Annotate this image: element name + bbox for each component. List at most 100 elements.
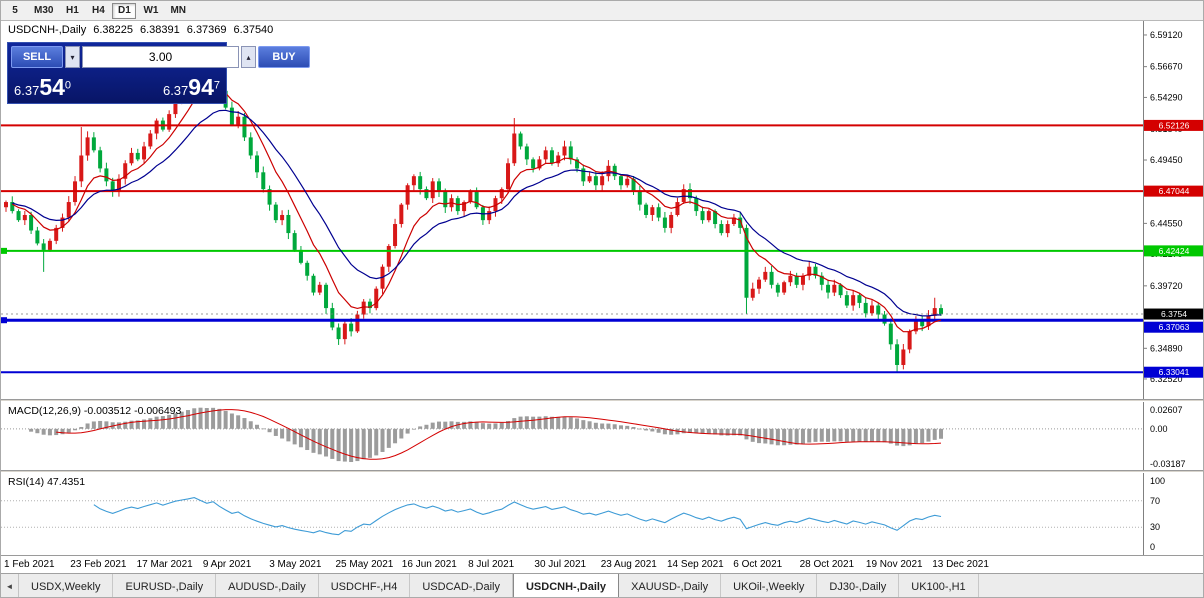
candle-body <box>700 211 705 221</box>
candle-body <box>543 150 548 160</box>
buy-price[interactable]: 6.37947 <box>163 76 220 100</box>
macd-histogram-bar <box>123 421 128 429</box>
chart-tab-usdx-weekly[interactable]: USDX,Weekly <box>19 574 114 597</box>
date-label: 1 Feb 2021 <box>4 559 55 570</box>
price-axis-label[interactable]: 6.56670 <box>1150 62 1183 72</box>
candle-body <box>54 227 59 241</box>
price-axis-label[interactable]: 6.32520 <box>1150 374 1183 384</box>
candle-body <box>612 165 617 177</box>
chart-tab-audusd-daily[interactable]: AUDUSD-,Daily <box>216 574 319 597</box>
macd-histogram-bar <box>813 428 818 442</box>
candlestick-chart[interactable]: 6.591206.566706.542906.518406.494506.470… <box>1 21 1204 399</box>
macd-histogram-bar <box>863 428 868 442</box>
candle-body <box>142 146 147 160</box>
ohlc-low: 6.37369 <box>186 24 227 36</box>
time-axis[interactable]: 1 Feb 2021 23 Feb 2021 17 Mar 2021 9 Apr 20… <box>1 555 1203 573</box>
price-axis-label[interactable]: 6.59120 <box>1150 30 1183 40</box>
macd-histogram-bar <box>612 424 617 429</box>
line-anchor-marker[interactable] <box>1 247 7 254</box>
candle-body <box>91 137 96 151</box>
price-axis-label[interactable]: 6.34890 <box>1150 343 1183 353</box>
timeframe-toolbar: 5 M30 H1 H4 D1 W1 MN <box>1 1 1203 21</box>
macd-signal-line <box>56 409 942 460</box>
buy-button[interactable]: BUY <box>258 46 310 68</box>
macd-histogram-bar <box>719 428 724 436</box>
lot-decrease-button[interactable]: ▾ <box>65 46 80 68</box>
timeframe-5[interactable]: 5 <box>12 5 18 16</box>
chart-tab-eurusd-daily[interactable]: EURUSD-,Daily <box>113 574 217 597</box>
macd-indicator-chart[interactable]: 0.02607 0.00 -0.03187 <box>1 402 1204 470</box>
candle-body <box>600 176 605 186</box>
candle-body <box>625 178 630 186</box>
candle-body <box>298 249 303 263</box>
sell-price[interactable]: 6.37540 <box>14 76 71 100</box>
timeframe-d1[interactable]: D1 <box>112 2 137 19</box>
price-tag-label: 6.47044 <box>1159 186 1190 196</box>
timeframe-h4[interactable]: H4 <box>92 5 105 16</box>
date-label: 30 Jul 2021 <box>534 559 587 570</box>
timeframe-mn[interactable]: MN <box>170 5 187 16</box>
candle-body <box>687 189 692 199</box>
candle-body <box>411 176 416 186</box>
candle-body <box>85 137 90 156</box>
macd-histogram-bar <box>857 428 862 442</box>
price-axis-label[interactable]: 6.39720 <box>1150 281 1183 291</box>
macd-histogram-bar <box>324 428 329 457</box>
price-tag <box>1144 185 1203 197</box>
timeframe-m30[interactable]: M30 <box>34 5 54 16</box>
candle-body <box>675 202 680 215</box>
rsi-indicator-chart[interactable]: 100 70 30 0 <box>1 473 1204 555</box>
candle-body <box>430 181 435 199</box>
candle-body <box>681 189 686 203</box>
macd-histogram-bar <box>750 428 755 442</box>
date-label: 13 Dec 2021 <box>932 559 989 570</box>
pane-splitter[interactable] <box>1 399 1203 402</box>
ohlc-close: 6.37540 <box>233 24 274 36</box>
line-anchor-marker[interactable] <box>1 317 7 324</box>
macd-histogram-bar <box>631 427 636 429</box>
candle-body <box>229 107 234 125</box>
chart-tab-usdcnh-daily[interactable]: USDCNH-,Daily <box>512 574 620 597</box>
sell-button[interactable]: SELL <box>11 46 63 68</box>
timeframe-h1[interactable]: H1 <box>66 5 79 16</box>
lot-size-input[interactable] <box>82 46 239 68</box>
tab-scroll-left-icon[interactable]: ◄ <box>1 574 19 597</box>
price-tag <box>1144 119 1203 131</box>
macd-histogram-bar <box>901 428 906 447</box>
macd-histogram-bar <box>173 413 178 429</box>
candle-body <box>4 202 8 208</box>
macd-histogram-bar <box>60 428 65 435</box>
chart-tab-usdchf-h4[interactable]: USDCHF-,H4 <box>318 574 411 597</box>
macd-histogram-bar <box>800 428 805 444</box>
macd-histogram-bar <box>267 428 272 433</box>
price-axis-label[interactable]: 6.44550 <box>1150 218 1183 228</box>
candle-body <box>16 211 21 221</box>
price-axis-label[interactable]: 6.54290 <box>1150 92 1183 102</box>
chart-tab-uk100-h1[interactable]: UK100-,H1 <box>899 574 979 597</box>
chart-tab-dj30-daily[interactable]: DJ30-,Daily <box>817 574 900 597</box>
price-axis-label[interactable]: 6.49450 <box>1150 155 1183 165</box>
macd-histogram-bar <box>317 428 322 455</box>
date-label: 28 Oct 2021 <box>799 559 855 570</box>
candle-body <box>851 295 856 306</box>
candle-body <box>725 224 730 234</box>
chart-tab-usdcad-daily[interactable]: USDCAD-,Daily <box>410 574 513 597</box>
macd-histogram-bar <box>342 428 347 462</box>
candle-body <box>694 198 699 212</box>
candle-body <box>844 295 849 306</box>
lot-increase-button[interactable]: ▴ <box>241 46 256 68</box>
macd-histogram-bar <box>192 408 197 429</box>
candle-body <box>757 279 762 289</box>
candle-body <box>248 137 253 156</box>
candle-body <box>788 275 793 283</box>
macd-histogram-bar <box>524 416 529 429</box>
macd-histogram-bar <box>650 428 655 432</box>
chart-tab-ukoil-weekly[interactable]: UKOil-,Weekly <box>721 574 818 597</box>
chart-tab-xauusd-daily[interactable]: XAUUSD-,Daily <box>619 574 722 597</box>
price-tag-label: 6.3754 <box>1161 309 1187 319</box>
pane-splitter[interactable] <box>1 470 1203 473</box>
timeframe-w1[interactable]: W1 <box>143 5 159 16</box>
candle-body <box>826 284 831 293</box>
candle-body <box>568 146 573 160</box>
macd-histogram-bar <box>361 428 366 460</box>
